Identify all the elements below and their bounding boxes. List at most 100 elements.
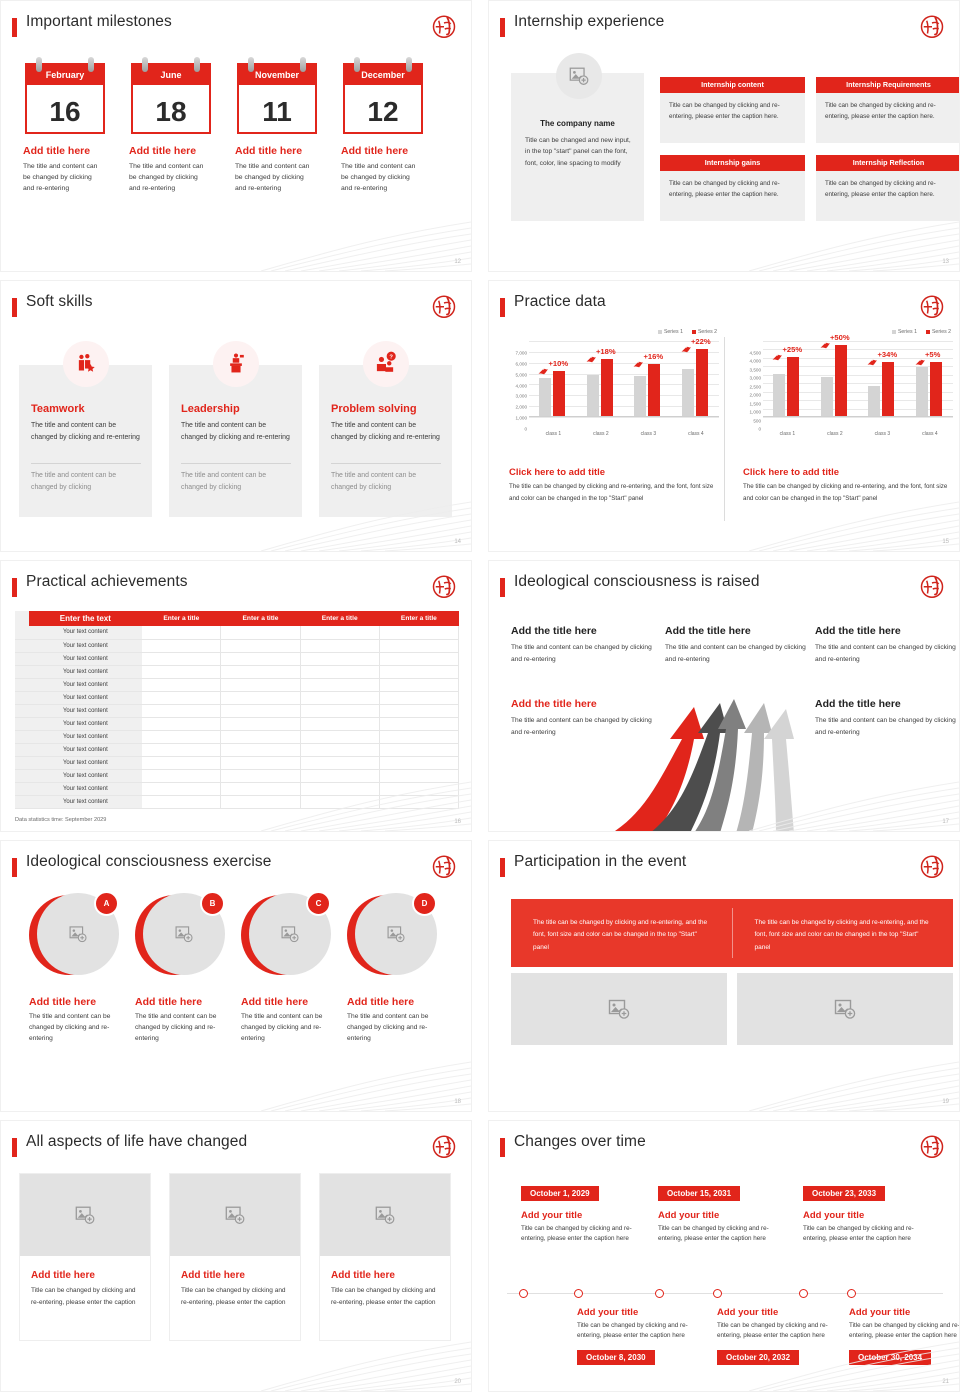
list-item[interactable]: C Add title here The title and content c… <box>241 891 345 1045</box>
table-cell[interactable]: Your text content <box>29 678 142 692</box>
table-row[interactable]: Your text content <box>15 743 460 757</box>
table-cell[interactable] <box>379 665 460 679</box>
table-cell[interactable] <box>141 743 222 757</box>
table-cell[interactable] <box>220 691 301 705</box>
table-cell[interactable] <box>141 665 222 679</box>
table-cell[interactable] <box>379 652 460 666</box>
table-cell[interactable] <box>379 769 460 783</box>
list-item[interactable]: D Add title here The title and content c… <box>347 891 451 1045</box>
table-cell[interactable]: Your text content <box>29 665 142 679</box>
table-cell[interactable] <box>141 782 222 796</box>
timeline-marker[interactable] <box>574 1289 583 1298</box>
skill-card[interactable]: Leadership The title and content can be … <box>169 341 302 517</box>
timeline-marker[interactable] <box>519 1289 528 1298</box>
table-cell[interactable] <box>379 795 460 809</box>
company-card[interactable]: The company name Title can be changed an… <box>511 73 644 221</box>
table-row[interactable]: Your text content <box>15 678 460 692</box>
table-cell[interactable] <box>379 782 460 796</box>
media-card[interactable]: Add title here Title can be changed by c… <box>319 1173 451 1341</box>
achievements-table[interactable]: Enter the text Enter a title Enter a title… <box>15 611 460 809</box>
content-block[interactable]: Add the title here The title and content… <box>665 625 810 665</box>
table-cell[interactable] <box>300 626 380 640</box>
table-cell[interactable] <box>379 743 460 757</box>
image-placeholder-icon[interactable] <box>511 973 727 1045</box>
content-block[interactable]: Add the title here The title and content… <box>511 698 656 738</box>
table-cell[interactable] <box>300 730 380 744</box>
table-row[interactable]: Your text content <box>15 769 460 783</box>
list-item[interactable]: November 11 Add title here The title and… <box>235 57 325 194</box>
table-cell[interactable]: Your text content <box>29 782 142 796</box>
table-row[interactable]: Your text content <box>15 756 460 770</box>
table-cell[interactable] <box>300 717 380 731</box>
table-cell[interactable]: Your text content <box>29 639 142 653</box>
info-box[interactable]: Internship content Title can be changed … <box>660 77 805 143</box>
table-cell[interactable] <box>300 743 380 757</box>
skill-card[interactable]: Teamwork The title and content can be ch… <box>19 341 152 517</box>
column-header[interactable]: Enter a title <box>379 611 459 626</box>
table-cell[interactable] <box>379 639 460 653</box>
skill-card[interactable]: Problem solving The title and content ca… <box>319 341 452 517</box>
image-placeholder-icon[interactable] <box>170 1174 300 1256</box>
column-header[interactable]: Enter a title <box>141 611 221 626</box>
info-box[interactable]: Internship Requirements Title can be cha… <box>816 77 959 143</box>
table-cell[interactable] <box>220 652 301 666</box>
table-cell[interactable]: Your text content <box>29 769 142 783</box>
list-item[interactable]: February 16 Add title here The title and… <box>23 57 113 194</box>
table-cell[interactable] <box>141 730 222 744</box>
table-cell[interactable] <box>379 626 460 640</box>
circle-image-frame[interactable]: C <box>241 891 331 981</box>
column-header[interactable]: Enter a title <box>300 611 380 626</box>
table-cell[interactable] <box>379 756 460 770</box>
table-cell[interactable] <box>141 626 222 640</box>
table-cell[interactable] <box>300 639 380 653</box>
table-cell[interactable]: Your text content <box>29 652 142 666</box>
table-cell[interactable] <box>141 691 222 705</box>
timeline-marker[interactable] <box>655 1289 664 1298</box>
table-cell[interactable]: Your text content <box>29 691 142 705</box>
timeline-item[interactable]: October 23, 2033 Add your title Title ca… <box>803 1183 933 1245</box>
table-row[interactable]: Your text content <box>15 626 460 640</box>
table-cell[interactable] <box>141 756 222 770</box>
table-cell[interactable]: Your text content <box>29 626 142 640</box>
info-box[interactable]: Internship Reflection Title can be chang… <box>816 155 959 221</box>
table-cell[interactable] <box>300 678 380 692</box>
list-item[interactable]: December 12 Add title here The title and… <box>341 57 431 194</box>
table-cell[interactable] <box>300 795 380 809</box>
content-block[interactable]: Add the title here The title and content… <box>815 625 959 665</box>
column-header[interactable]: Enter the text <box>29 611 142 626</box>
table-cell[interactable] <box>300 665 380 679</box>
table-cell[interactable] <box>220 730 301 744</box>
table-cell[interactable]: Your text content <box>29 795 142 809</box>
table-row[interactable]: Your text content <box>15 652 460 666</box>
circle-image-frame[interactable]: B <box>135 891 225 981</box>
table-cell[interactable] <box>220 678 301 692</box>
list-item[interactable]: A Add title here The title and content c… <box>29 891 133 1045</box>
table-row[interactable]: Your text content <box>15 730 460 744</box>
table-cell[interactable] <box>379 678 460 692</box>
table-cell[interactable]: Your text content <box>29 704 142 718</box>
timeline-item[interactable]: October 15, 2031 Add your title Title ca… <box>658 1183 788 1245</box>
column-header[interactable]: Enter a title <box>220 611 301 626</box>
table-cell[interactable]: Your text content <box>29 717 142 731</box>
table-cell[interactable] <box>220 782 301 796</box>
content-block[interactable]: Add the title here The title and content… <box>511 625 656 665</box>
table-cell[interactable] <box>379 730 460 744</box>
table-cell[interactable] <box>141 769 222 783</box>
table-cell[interactable] <box>141 795 222 809</box>
timeline-item[interactable]: Add your title Title can be changed by c… <box>577 1307 707 1365</box>
table-cell[interactable] <box>141 717 222 731</box>
table-cell[interactable] <box>300 782 380 796</box>
circle-image-frame[interactable]: D <box>347 891 437 981</box>
table-cell[interactable] <box>379 717 460 731</box>
timeline-marker[interactable] <box>799 1289 808 1298</box>
table-cell[interactable] <box>379 691 460 705</box>
highlight-banner[interactable]: The title can be changed by clicking and… <box>511 899 953 967</box>
table-cell[interactable] <box>300 691 380 705</box>
image-placeholder-icon[interactable] <box>556 53 602 99</box>
list-item[interactable]: B Add title here The title and content c… <box>135 891 239 1045</box>
table-row[interactable]: Your text content <box>15 795 460 809</box>
circle-image-frame[interactable]: A <box>29 891 119 981</box>
table-cell[interactable] <box>220 665 301 679</box>
table-row[interactable]: Your text content <box>15 639 460 653</box>
table-cell[interactable]: Your text content <box>29 756 142 770</box>
